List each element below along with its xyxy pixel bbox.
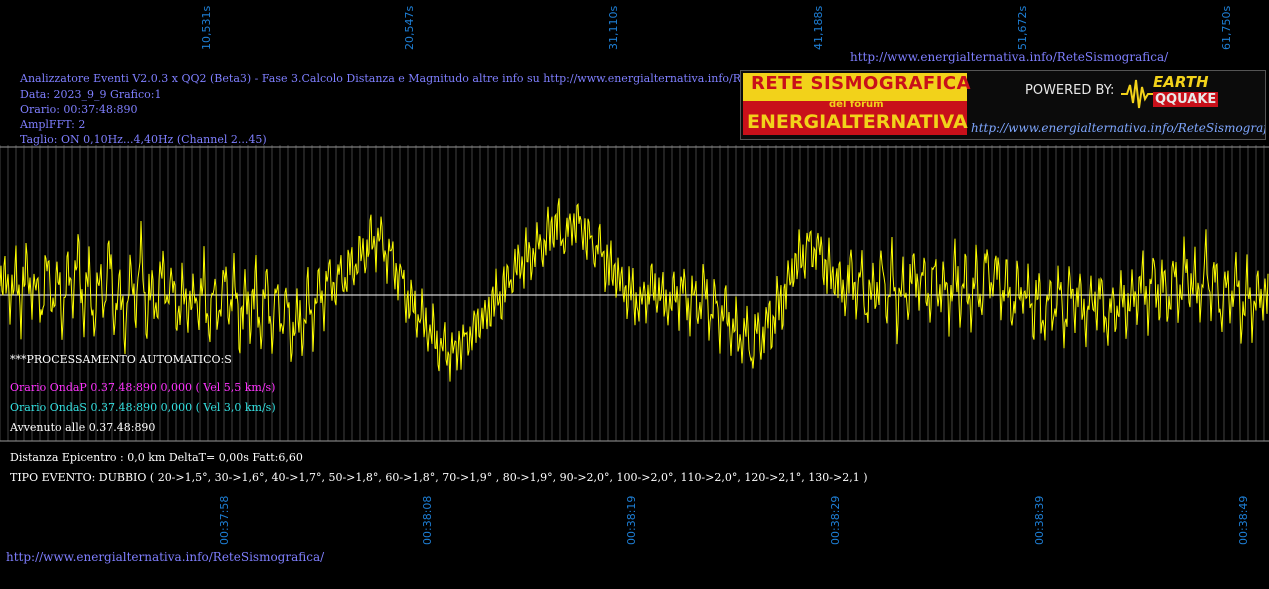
info-time: Orario: 00:37:48:890 — [20, 103, 138, 116]
seismogram-trace — [0, 198, 1269, 382]
logo-powered-by: POWERED BY: — [1025, 83, 1115, 98]
top-tick-label: 10,531s — [200, 5, 213, 50]
top-tick-label: 31,110s — [607, 5, 620, 50]
info-filter: Taglio: ON 0,10Hz...4,40Hz (Channel 2...… — [20, 133, 267, 146]
processing-header: ***PROCESSAMENTO AUTOMATICO:S — [10, 353, 232, 366]
info-amplfft: AmplFFT: 2 — [20, 118, 86, 131]
seismograph-icon — [1121, 79, 1155, 109]
bottom-tick-label: 00:38:49 — [1237, 495, 1250, 545]
rete-sismografica-logo: RETE SISMOGRAFICA del forum ENERGIALTERN… — [740, 70, 1266, 140]
bottom-tick-label: 00:38:19 — [625, 495, 638, 545]
bottom-tick-label: 00:38:08 — [421, 495, 434, 545]
epicenter-distance: Distanza Epicentro : 0,0 km DeltaT= 0,00… — [10, 451, 303, 464]
logo-url[interactable]: http://www.energialternativa.info/ReteSi… — [971, 121, 1266, 135]
logo-subtitle: del forum — [829, 99, 884, 110]
top-url[interactable]: http://www.energialternativa.info/ReteSi… — [850, 50, 1169, 64]
info-title: Analizzatore Eventi V2.0.3 x QQ2 (Beta3)… — [20, 72, 786, 85]
bottom-tick-label: 00:38:39 — [1033, 495, 1046, 545]
bottom-tick-label: 00:38:29 — [829, 495, 842, 545]
top-tick-label: 20,547s — [403, 5, 416, 50]
bottom-url[interactable]: http://www.energialternativa.info/ReteSi… — [6, 550, 325, 564]
logo-title: RETE SISMOGRAFICA — [751, 73, 972, 94]
logo-brand: ENERGIALTERNATIVA — [747, 111, 968, 133]
logo-quake-text: QQUAKE — [1153, 92, 1219, 107]
info-date: Data: 2023_9_9 Grafico:1 — [20, 88, 162, 101]
top-tick-label: 51,672s — [1016, 5, 1029, 50]
logo-yellow-band — [743, 73, 967, 101]
logo-earth-text: EARTH — [1153, 73, 1209, 91]
bottom-tick-label: 00:37:58 — [218, 495, 231, 545]
event-type: TIPO EVENTO: DUBBIO ( 20->1,5°, 30->1,6°… — [10, 471, 868, 484]
onda-p-time: Orario OndaP 0.37.48:890 0,000 ( Vel 5,5… — [10, 381, 276, 394]
event-time: Avvenuto alle 0.37.48:890 — [10, 421, 156, 434]
top-tick-label: 61,750s — [1220, 5, 1233, 50]
seismogram-chart — [0, 145, 1269, 442]
top-tick-label: 41,188s — [812, 5, 825, 50]
onda-s-time: Orario OndaS 0.37.48:890 0,000 ( Vel 3,0… — [10, 401, 276, 414]
